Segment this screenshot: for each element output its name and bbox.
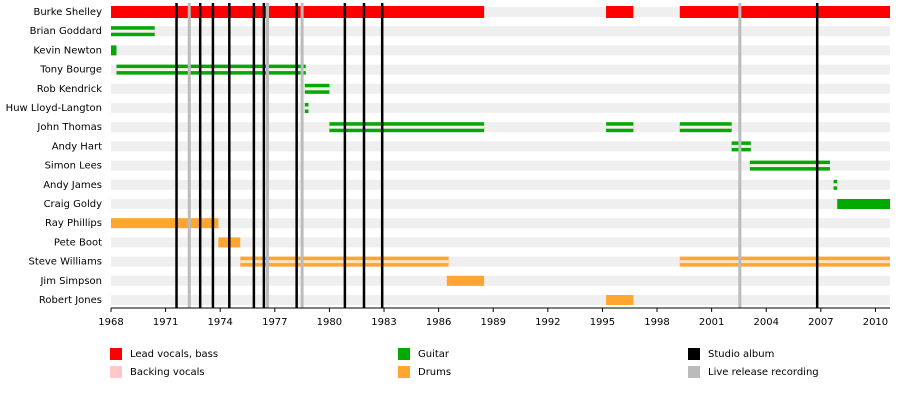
member-name: Kevin Newton [33,45,102,56]
x-tick-label: 1995 [590,317,615,328]
tenure-bar [111,45,117,56]
row-band [111,122,890,133]
legend-label: Guitar [418,349,450,360]
member-name: Burke Shelley [33,7,102,18]
x-tick-label: 1983 [371,317,396,328]
x-tick-label: 1989 [480,317,505,328]
tenure-stripe [749,164,830,168]
tenure-stripe [606,125,634,129]
member-name: Ray Phillips [45,218,102,229]
x-tick-label: 1992 [535,317,560,328]
x-tick-label: 2001 [699,317,724,328]
tenure-stripe [304,106,309,110]
legend-label: Live release recording [708,367,819,378]
row-band [111,26,890,37]
member-name: Rob Kendrick [37,84,102,95]
row-band [111,83,890,94]
member-name: Huw Lloyd-Langton [6,103,102,114]
tenure-stripe [679,125,732,129]
row-band [111,64,890,75]
member-name: Brian Goddard [30,26,102,37]
x-tick-label: 1971 [153,317,178,328]
row-band [111,237,890,248]
x-tick-label: 1998 [644,317,669,328]
tenure-bar [606,6,634,18]
legend-swatch [398,366,410,378]
member-name: Tony Bourge [39,65,102,76]
legend-label: Lead vocals, bass [130,349,218,360]
x-tick-label: 1977 [262,317,287,328]
tenure-stripe [111,29,155,33]
x-tick-label: 2010 [863,317,888,328]
legend-label: Studio album [708,349,774,360]
row-band [111,103,890,113]
member-name: Jim Simpson [39,276,102,287]
tenure-bar [606,295,634,305]
x-tick-label: 1974 [207,317,232,328]
row-band [111,275,890,286]
tenure-bar [111,218,219,229]
member-name: Pete Boot [54,237,102,248]
tenure-stripe [304,87,330,91]
tenure-stripe [679,260,890,264]
row-band [111,141,890,152]
row-band [111,179,890,190]
x-tick-label: 2004 [754,317,779,328]
x-tick-label: 1968 [98,317,123,328]
x-tick-label: 1986 [426,317,451,328]
member-name: Andy Hart [52,141,102,152]
row-band [111,45,890,56]
member-name: Robert Jones [39,295,102,306]
row-band [111,7,890,17]
legend-label: Drums [418,367,451,378]
legend-swatch [110,348,122,360]
legend-swatch [110,366,122,378]
tenure-bar [679,6,890,18]
tenure-stripe [329,125,485,129]
row-band [111,256,890,267]
row-band [111,295,890,305]
member-name: Andy James [43,180,102,191]
row-band [111,218,890,229]
member-name: Steve Williams [28,257,102,268]
legend-label: Backing vocals [130,367,205,378]
member-name: Simon Lees [45,161,102,172]
tenure-stripe [116,68,306,72]
legend-swatch [398,348,410,360]
member-name: Craig Goldy [44,199,103,210]
x-tick-label: 1980 [317,317,342,328]
legend-swatch [688,348,700,360]
row-band [111,160,890,171]
member-name: John Thomas [36,122,102,133]
legend-swatch [688,366,700,378]
row-band [111,199,890,209]
tenure-bar [837,199,890,209]
tenure-bar [446,275,485,286]
tenure-stripe [833,183,838,187]
x-tick-label: 2007 [808,317,833,328]
